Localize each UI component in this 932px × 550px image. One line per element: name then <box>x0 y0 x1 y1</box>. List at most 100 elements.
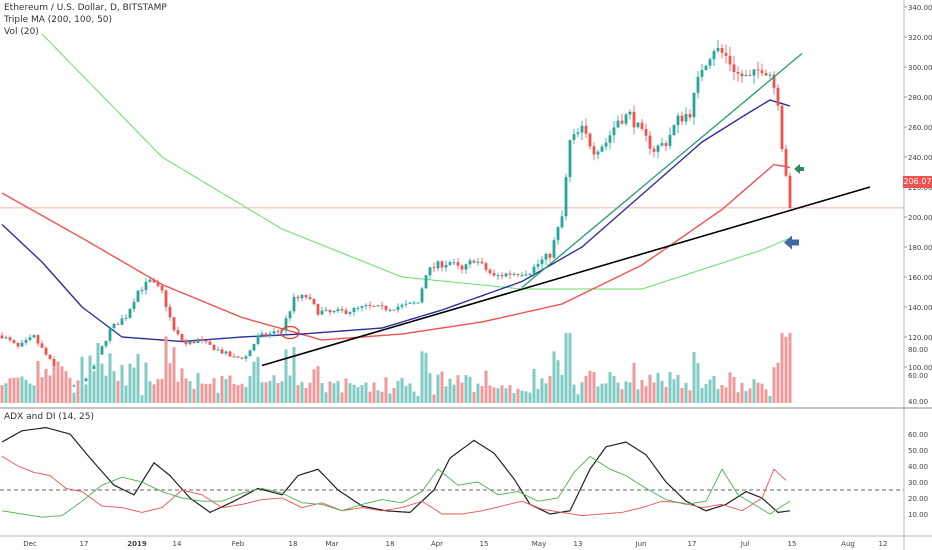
candle[interactable] <box>684 107 688 125</box>
candle[interactable] <box>412 300 416 305</box>
candle[interactable] <box>768 71 772 79</box>
candle[interactable] <box>436 260 440 272</box>
candle[interactable] <box>568 139 572 183</box>
candle[interactable] <box>300 293 304 302</box>
candle[interactable] <box>308 293 312 301</box>
candle[interactable] <box>476 257 480 266</box>
candle[interactable] <box>36 334 40 347</box>
candle[interactable] <box>368 301 372 310</box>
candle[interactable] <box>448 260 452 267</box>
candle[interactable] <box>128 308 132 319</box>
candle[interactable] <box>352 307 356 316</box>
candle[interactable] <box>428 267 432 280</box>
candle[interactable] <box>752 69 756 85</box>
candle[interactable] <box>732 55 736 81</box>
candle[interactable] <box>188 341 192 346</box>
candle[interactable] <box>336 306 340 314</box>
candle[interactable] <box>372 305 376 307</box>
candle[interactable] <box>468 258 472 269</box>
candle[interactable] <box>728 46 732 72</box>
support-trend-line[interactable] <box>261 186 871 367</box>
candle[interactable] <box>344 307 348 315</box>
candle[interactable] <box>52 356 56 368</box>
candle[interactable] <box>700 63 704 82</box>
candle[interactable] <box>524 270 528 277</box>
candle[interactable] <box>540 255 544 269</box>
candle[interactable] <box>544 252 548 265</box>
candle[interactable] <box>376 305 380 307</box>
candle[interactable] <box>608 130 612 150</box>
candle[interactable] <box>120 314 124 326</box>
candle[interactable] <box>712 48 716 67</box>
candle[interactable] <box>596 149 600 160</box>
candle[interactable] <box>16 342 20 349</box>
candle[interactable] <box>384 305 388 312</box>
candle[interactable] <box>48 354 52 361</box>
candle[interactable] <box>160 284 164 294</box>
candle[interactable] <box>92 363 96 370</box>
candle[interactable] <box>708 57 712 70</box>
candle[interactable] <box>464 263 468 274</box>
candle[interactable] <box>772 71 776 95</box>
candle[interactable] <box>640 119 644 132</box>
candle[interactable] <box>232 353 236 358</box>
candle[interactable] <box>748 70 752 76</box>
arrow-left-icon[interactable] <box>784 235 799 250</box>
candle[interactable] <box>636 122 640 129</box>
candle[interactable] <box>552 237 556 259</box>
candle[interactable] <box>580 120 584 141</box>
candle[interactable] <box>220 347 224 355</box>
candle[interactable] <box>484 261 488 273</box>
candle[interactable] <box>592 142 596 161</box>
candle[interactable] <box>508 270 512 279</box>
candle[interactable] <box>208 338 212 345</box>
candle[interactable] <box>28 334 32 342</box>
candle[interactable] <box>404 299 408 308</box>
candle[interactable] <box>124 313 128 321</box>
candle[interactable] <box>156 279 160 288</box>
candle[interactable] <box>788 172 792 209</box>
candle[interactable] <box>4 335 8 340</box>
candle[interactable] <box>172 316 176 333</box>
candle[interactable] <box>676 112 680 134</box>
candle[interactable] <box>604 138 608 151</box>
candle[interactable] <box>272 327 276 337</box>
candle[interactable] <box>492 269 496 277</box>
candle[interactable] <box>148 277 152 283</box>
candle[interactable] <box>784 144 788 178</box>
candle[interactable] <box>632 105 636 135</box>
candle[interactable] <box>20 339 24 347</box>
candle[interactable] <box>140 286 144 295</box>
candle[interactable] <box>764 69 768 77</box>
candle[interactable] <box>8 335 12 343</box>
candle[interactable] <box>312 298 316 306</box>
candle[interactable] <box>648 131 652 155</box>
candle[interactable] <box>132 298 136 313</box>
candle[interactable] <box>704 64 708 71</box>
candle[interactable] <box>392 309 396 311</box>
candle[interactable] <box>164 289 168 312</box>
candle[interactable] <box>348 311 352 317</box>
candle[interactable] <box>480 257 484 265</box>
candle[interactable] <box>556 226 560 245</box>
candle[interactable] <box>416 302 420 304</box>
candle[interactable] <box>144 277 148 295</box>
candle[interactable] <box>252 343 256 352</box>
candle[interactable] <box>504 272 508 278</box>
candle[interactable] <box>284 315 288 335</box>
candle[interactable] <box>112 323 116 330</box>
candle[interactable] <box>40 340 44 349</box>
candle[interactable] <box>456 258 460 270</box>
candle[interactable] <box>356 306 360 312</box>
candle[interactable] <box>12 339 16 345</box>
candle[interactable] <box>576 128 580 138</box>
candle[interactable] <box>472 259 476 264</box>
candle[interactable] <box>304 294 308 300</box>
candle[interactable] <box>152 277 156 284</box>
candle[interactable] <box>548 252 552 263</box>
candle[interactable] <box>180 333 184 343</box>
candle[interactable] <box>600 144 604 153</box>
candle[interactable] <box>364 303 368 310</box>
candle[interactable] <box>360 305 364 312</box>
